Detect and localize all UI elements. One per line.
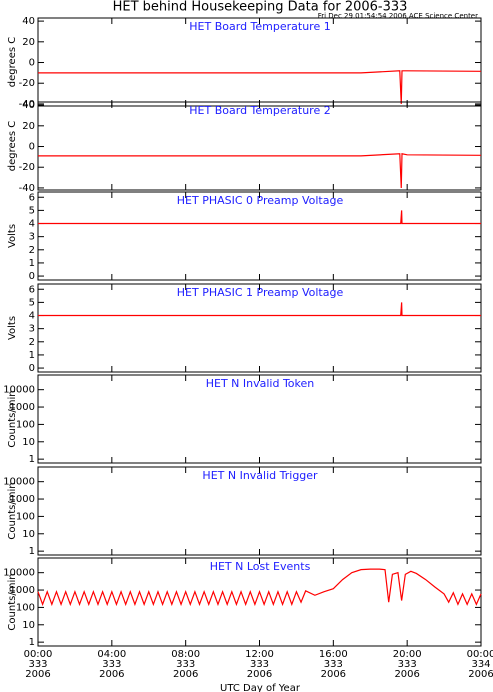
x-tick-label: 16:00 — [319, 649, 348, 660]
data-line — [38, 70, 482, 104]
x-axis-label: UTC Day of Year — [220, 683, 301, 692]
y-tick-label: 10 — [22, 529, 35, 540]
y-tick-label: -20 — [19, 162, 35, 173]
x-tick-label: 333 — [102, 659, 121, 670]
y-axis-label: Volts — [7, 224, 18, 248]
y-tick-label: 10000 — [3, 477, 35, 488]
y-tick-label: -20 — [19, 78, 35, 89]
x-tick-label: 2006 — [394, 669, 419, 680]
page-subtitle: Fri Dec 29 01:54:54 2006 ACE Science Cen… — [318, 12, 478, 20]
x-tick-label: 04:00 — [97, 649, 126, 660]
x-tick-label: 00:00 — [24, 649, 53, 660]
data-line — [37, 568, 482, 607]
x-tick-label: 12:00 — [245, 649, 274, 660]
x-tick-label: 333 — [250, 659, 269, 670]
panel-title: HET PHASIC 0 Preamp Voltage — [177, 194, 344, 207]
y-tick-label: 2 — [29, 245, 35, 256]
y-tick-label: 1000 — [10, 402, 35, 413]
x-tick-label: 2006 — [468, 669, 493, 680]
y-tick-label: 100 — [16, 419, 35, 430]
y-tick-label: 10 — [22, 620, 35, 631]
panel-title: HET Board Temperature 1 — [189, 20, 330, 33]
y-tick-label: 6 — [29, 192, 35, 203]
y-axis-label: Counts/min — [7, 482, 18, 539]
panel-title: HET PHASIC 1 Preamp Voltage — [177, 286, 344, 299]
y-tick-label: 40 — [22, 100, 35, 111]
x-tick-label: 2006 — [321, 669, 346, 680]
x-tick-label: 334 — [471, 659, 490, 670]
data-line — [38, 153, 482, 188]
data-line — [38, 210, 481, 225]
y-tick-label: 1000 — [10, 585, 35, 596]
x-tick-label: 2006 — [247, 669, 272, 680]
y-tick-label: 1 — [29, 454, 35, 465]
panel-title: HET N Invalid Trigger — [202, 469, 318, 482]
y-tick-label: 0 — [29, 271, 35, 282]
x-tick-label: 333 — [28, 659, 47, 670]
panel-title: HET N Invalid Token — [206, 377, 315, 390]
x-tick-label: 2006 — [25, 669, 50, 680]
panel-title: HET N Lost Events — [210, 560, 311, 573]
y-axis-label: Counts/min — [7, 390, 18, 447]
x-tick-label: 333 — [398, 659, 417, 670]
x-tick-label: 333 — [176, 659, 195, 670]
y-axis-label: Counts/min — [7, 573, 18, 630]
y-tick-label: 5 — [29, 205, 35, 216]
y-tick-label: 5 — [29, 297, 35, 308]
x-tick-label: 20:00 — [393, 649, 422, 660]
x-tick-label: 2006 — [99, 669, 124, 680]
data-line — [38, 302, 481, 317]
y-tick-label: 40 — [22, 16, 35, 27]
y-tick-label: 0 — [29, 142, 35, 153]
y-tick-label: 10 — [22, 437, 35, 448]
y-tick-label: 3 — [29, 324, 35, 335]
x-tick-label: 08:00 — [171, 649, 200, 660]
panel-title: HET Board Temperature 2 — [189, 104, 330, 117]
y-tick-label: 4 — [29, 311, 35, 322]
y-tick-label: 4 — [29, 219, 35, 230]
y-tick-label: 10000 — [3, 385, 35, 396]
y-tick-label: 100 — [16, 602, 35, 613]
y-tick-label: 0 — [29, 363, 35, 374]
y-tick-label: 100 — [16, 511, 35, 522]
y-tick-label: 20 — [22, 121, 35, 132]
y-tick-label: 10000 — [3, 568, 35, 579]
y-tick-label: 1 — [29, 258, 35, 269]
x-tick-label: 00:00 — [467, 649, 493, 660]
y-axis-label: degrees C — [7, 121, 18, 171]
y-axis-label: Volts — [7, 316, 18, 340]
x-tick-label: 2006 — [173, 669, 198, 680]
y-tick-label: 1 — [29, 546, 35, 557]
y-tick-label: -40 — [19, 99, 35, 110]
y-tick-label: -40 — [19, 183, 35, 194]
y-tick-label: 3 — [29, 232, 35, 243]
page-title: HET behind Housekeeping Data for 2006-33… — [113, 0, 408, 15]
x-tick-label: 333 — [324, 659, 343, 670]
y-tick-label: 0 — [29, 58, 35, 69]
y-tick-label: 1 — [29, 637, 35, 648]
y-tick-label: 2 — [29, 337, 35, 348]
y-tick-label: 6 — [29, 284, 35, 295]
y-tick-label: 20 — [22, 37, 35, 48]
y-tick-label: 1000 — [10, 494, 35, 505]
y-tick-label: 1 — [29, 350, 35, 361]
y-axis-label: degrees C — [7, 37, 18, 87]
